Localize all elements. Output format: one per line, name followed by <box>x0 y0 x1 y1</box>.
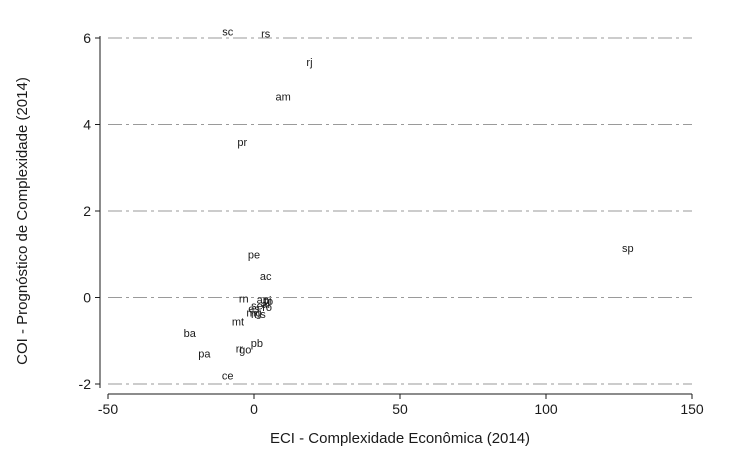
point-label-rs: rs <box>261 29 271 41</box>
point-label-to: to <box>264 296 273 308</box>
point-label-ro: ro <box>262 302 272 314</box>
y-tick-label: -2 <box>79 376 92 392</box>
grid-lines <box>108 37 692 385</box>
point-label-rj: rj <box>306 57 312 69</box>
point-label-mg: mg <box>246 308 261 320</box>
x-tick-label: -50 <box>98 401 118 417</box>
x-tick-label: 0 <box>250 401 258 417</box>
y-tick-label: 6 <box>83 30 91 46</box>
point-label-pb: pb <box>251 338 263 350</box>
point-label-am: am <box>276 91 291 103</box>
point-label-pi: pi <box>263 295 272 307</box>
y-tick-label: 0 <box>83 290 91 306</box>
point-label-rn: rn <box>239 293 249 305</box>
point-label-al: al <box>261 299 270 311</box>
point-label-pa: pa <box>198 349 211 361</box>
y-axis-title: COI - Prognóstico de Complexidade (2014) <box>14 77 31 365</box>
axes <box>99 36 692 395</box>
point-label-ap: ap <box>257 295 269 307</box>
point-label-sc: sc <box>222 27 234 39</box>
x-axis-title: ECI - Complexidade Econômica (2014) <box>270 430 530 447</box>
y-tick-label: 4 <box>83 117 91 133</box>
point-label-go: go <box>239 344 251 356</box>
point-label-se: se <box>251 300 263 312</box>
point-label-pe: pe <box>248 249 260 261</box>
tick-marks: -2 0 2 4 6 -50 0 50 100 150 <box>79 30 704 417</box>
point-label-rr: rr <box>236 344 244 356</box>
point-label-es: es <box>248 303 260 315</box>
x-tick-label: 50 <box>392 401 408 417</box>
point-label-ba: ba <box>184 328 197 340</box>
y-tick-label: 2 <box>83 203 91 219</box>
point-label-ms: ms <box>251 309 266 321</box>
x-tick-label: 100 <box>534 401 558 417</box>
point-label-ce: ce <box>222 370 234 382</box>
point-label-sp: sp <box>622 243 634 255</box>
point-label-ac: ac <box>260 271 272 283</box>
point-label-mt: mt <box>232 316 244 328</box>
x-tick-label: 150 <box>680 401 704 417</box>
point-label-pr: pr <box>237 137 247 149</box>
